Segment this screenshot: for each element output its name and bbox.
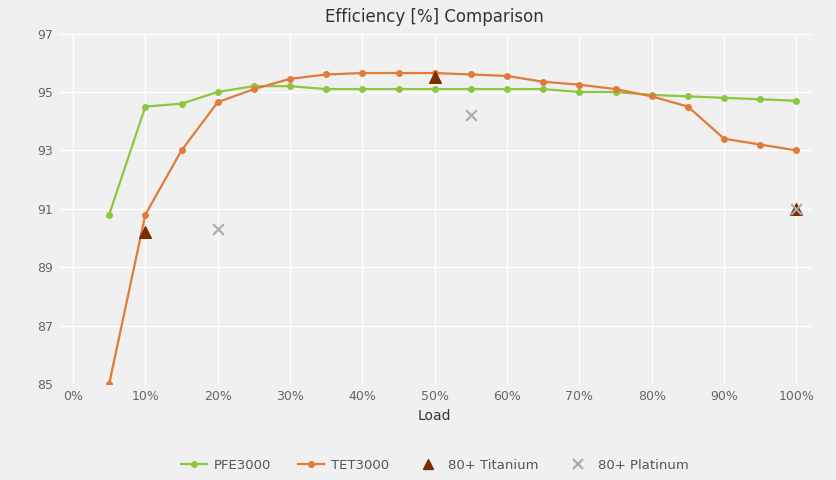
PFE3000 xyxy=(249,83,259,89)
PFE3000 xyxy=(719,95,729,101)
Legend: PFE3000, TET3000, 80+ Titanium, 80+ Platinum: PFE3000, TET3000, 80+ Titanium, 80+ Plat… xyxy=(176,454,694,477)
80+ Platinum xyxy=(211,226,224,233)
TET3000 xyxy=(430,70,440,76)
80+ Titanium xyxy=(428,73,441,81)
PFE3000 xyxy=(104,212,115,217)
80+ Titanium xyxy=(790,205,803,213)
PFE3000 xyxy=(357,86,367,92)
PFE3000 xyxy=(176,101,186,107)
TET3000 xyxy=(249,86,259,92)
PFE3000 xyxy=(574,89,584,95)
TET3000 xyxy=(647,94,657,99)
TET3000 xyxy=(321,72,331,77)
TET3000 xyxy=(683,104,693,109)
X-axis label: Load: Load xyxy=(418,409,451,423)
PFE3000 xyxy=(792,98,802,104)
TET3000 xyxy=(538,79,548,84)
80+ Titanium xyxy=(139,228,152,236)
TET3000 xyxy=(394,70,404,76)
TET3000 xyxy=(212,99,222,105)
PFE3000 xyxy=(212,89,222,95)
PFE3000 xyxy=(502,86,512,92)
TET3000 xyxy=(792,147,802,153)
TET3000 xyxy=(466,72,476,77)
TET3000 xyxy=(285,76,295,82)
PFE3000 xyxy=(430,86,440,92)
Line: PFE3000: PFE3000 xyxy=(106,84,799,217)
TET3000 xyxy=(502,73,512,79)
PFE3000 xyxy=(394,86,404,92)
TET3000 xyxy=(357,70,367,76)
PFE3000 xyxy=(285,83,295,89)
Title: Efficiency [%] Comparison: Efficiency [%] Comparison xyxy=(325,9,544,26)
PFE3000 xyxy=(321,86,331,92)
PFE3000 xyxy=(683,94,693,99)
80+ Platinum xyxy=(464,111,477,119)
TET3000 xyxy=(755,142,765,147)
TET3000 xyxy=(176,147,186,153)
Line: TET3000: TET3000 xyxy=(106,70,799,387)
PFE3000 xyxy=(466,86,476,92)
PFE3000 xyxy=(140,104,150,109)
PFE3000 xyxy=(610,89,620,95)
TET3000 xyxy=(719,136,729,142)
TET3000 xyxy=(610,86,620,92)
TET3000 xyxy=(104,381,115,387)
PFE3000 xyxy=(538,86,548,92)
PFE3000 xyxy=(755,96,765,102)
80+ Platinum xyxy=(790,205,803,213)
TET3000 xyxy=(140,212,150,217)
PFE3000 xyxy=(647,92,657,98)
TET3000 xyxy=(574,82,584,87)
